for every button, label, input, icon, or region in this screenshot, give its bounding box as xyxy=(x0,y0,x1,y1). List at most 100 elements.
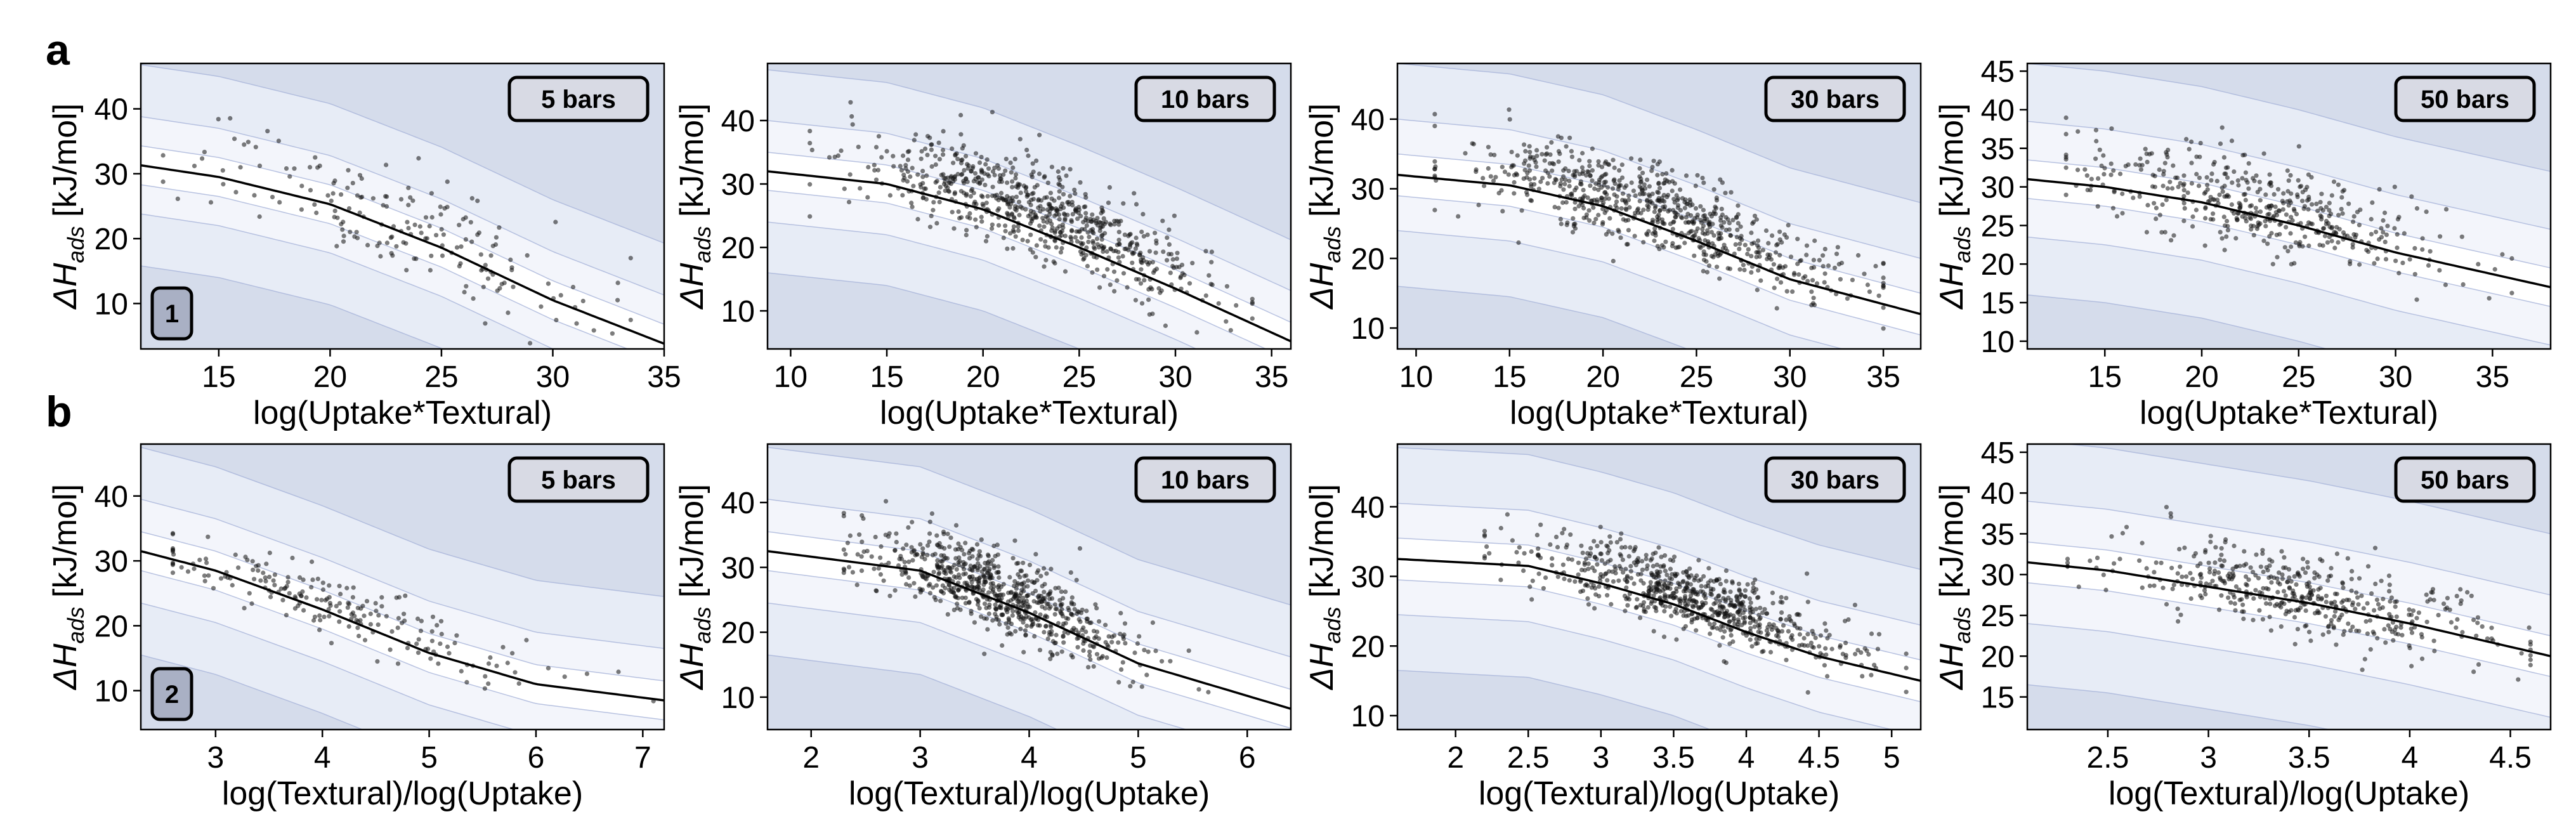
data-point xyxy=(1765,611,1770,616)
y-tick-label: 35 xyxy=(1981,518,2015,551)
data-point xyxy=(1701,574,1706,579)
data-point xyxy=(1784,235,1789,240)
data-point xyxy=(2407,257,2412,262)
data-point xyxy=(969,567,974,572)
data-point xyxy=(311,618,317,623)
data-point xyxy=(1784,596,1789,601)
data-point xyxy=(1543,575,1548,580)
data-point xyxy=(233,552,238,558)
data-point xyxy=(966,163,971,168)
data-point xyxy=(1482,556,1487,561)
data-point xyxy=(1007,575,1012,580)
y-tick-label: 25 xyxy=(1981,209,2015,243)
data-point xyxy=(2266,587,2271,592)
data-point xyxy=(1706,222,1711,227)
y-tick-label: 15 xyxy=(1981,287,2015,320)
data-point xyxy=(1869,672,1874,678)
data-point xyxy=(1736,221,1741,226)
data-point xyxy=(1633,193,1638,198)
data-point xyxy=(362,613,367,619)
data-point xyxy=(1499,188,1504,193)
data-point xyxy=(2357,576,2362,581)
data-point xyxy=(847,172,853,177)
data-point xyxy=(1635,597,1640,602)
data-point xyxy=(1150,620,1155,626)
data-point xyxy=(1674,611,1679,616)
data-point xyxy=(2160,202,2165,207)
data-point xyxy=(1127,244,1133,249)
data-point xyxy=(1654,608,1659,613)
data-point xyxy=(160,153,166,158)
data-point xyxy=(1042,629,1047,635)
data-point xyxy=(2245,180,2250,185)
data-point xyxy=(977,160,983,165)
data-point xyxy=(276,138,281,143)
data-point xyxy=(412,256,417,261)
data-point xyxy=(1846,617,1851,622)
data-point xyxy=(1620,197,1625,202)
data-point xyxy=(1792,270,1797,276)
data-point xyxy=(1080,607,1085,612)
data-point xyxy=(1755,287,1760,292)
data-point xyxy=(920,169,925,174)
data-point xyxy=(2248,565,2253,570)
data-point xyxy=(2284,212,2289,217)
data-point xyxy=(1228,328,1233,333)
y-axis-label: ΔHads [kJ/mol] xyxy=(47,484,89,691)
data-point xyxy=(1727,641,1732,646)
data-point xyxy=(927,582,932,587)
y-axis-label: ΔHads [kJ/mol] xyxy=(1933,484,1975,691)
data-point xyxy=(1562,576,1567,582)
data-point xyxy=(981,574,986,579)
data-point xyxy=(2454,625,2459,630)
data-point xyxy=(1005,180,1010,185)
data-point xyxy=(2305,185,2310,190)
data-point xyxy=(1853,652,1858,657)
data-point xyxy=(337,584,342,589)
data-point xyxy=(1716,233,1722,239)
data-point xyxy=(332,178,337,183)
data-point xyxy=(1049,196,1054,201)
data-point xyxy=(979,214,984,220)
panel-1-1: 2 3 4 5 610203040log(Textural)/log(Uptake)ΔH… xyxy=(674,443,1292,812)
data-point xyxy=(854,582,860,587)
data-point xyxy=(1705,228,1710,233)
data-point xyxy=(2341,585,2346,591)
data-point xyxy=(574,321,579,326)
data-point xyxy=(2093,128,2098,133)
data-point xyxy=(2334,642,2339,647)
data-point xyxy=(1656,545,1661,550)
data-point xyxy=(2388,599,2393,604)
data-point xyxy=(615,280,620,285)
data-point xyxy=(357,210,362,215)
data-point xyxy=(406,202,411,207)
data-point xyxy=(499,282,504,287)
fit-curve xyxy=(2027,178,2551,289)
data-point xyxy=(1701,268,1706,273)
data-point xyxy=(2386,623,2391,628)
data-point xyxy=(2327,225,2332,230)
data-point xyxy=(2208,217,2213,222)
data-point xyxy=(2374,597,2379,603)
data-point xyxy=(2372,546,2378,551)
data-point xyxy=(1083,192,1088,197)
data-point xyxy=(2150,184,2155,189)
data-point xyxy=(935,558,940,563)
data-point xyxy=(1695,173,1700,178)
data-point xyxy=(402,612,407,617)
data-point xyxy=(2372,261,2377,266)
data-point xyxy=(2476,261,2481,266)
data-point xyxy=(2233,584,2239,589)
data-point xyxy=(951,161,956,166)
confidence-band-4 xyxy=(768,70,1291,291)
data-point xyxy=(2528,657,2533,662)
band-boundary-line-3 xyxy=(1397,153,1921,294)
data-point xyxy=(2389,595,2394,600)
data-point xyxy=(1686,220,1691,225)
data-point xyxy=(1565,220,1570,225)
data-point xyxy=(1566,168,1571,174)
data-point xyxy=(389,629,395,634)
data-point xyxy=(873,534,878,540)
data-point xyxy=(1146,297,1151,302)
data-point xyxy=(1099,233,1104,239)
